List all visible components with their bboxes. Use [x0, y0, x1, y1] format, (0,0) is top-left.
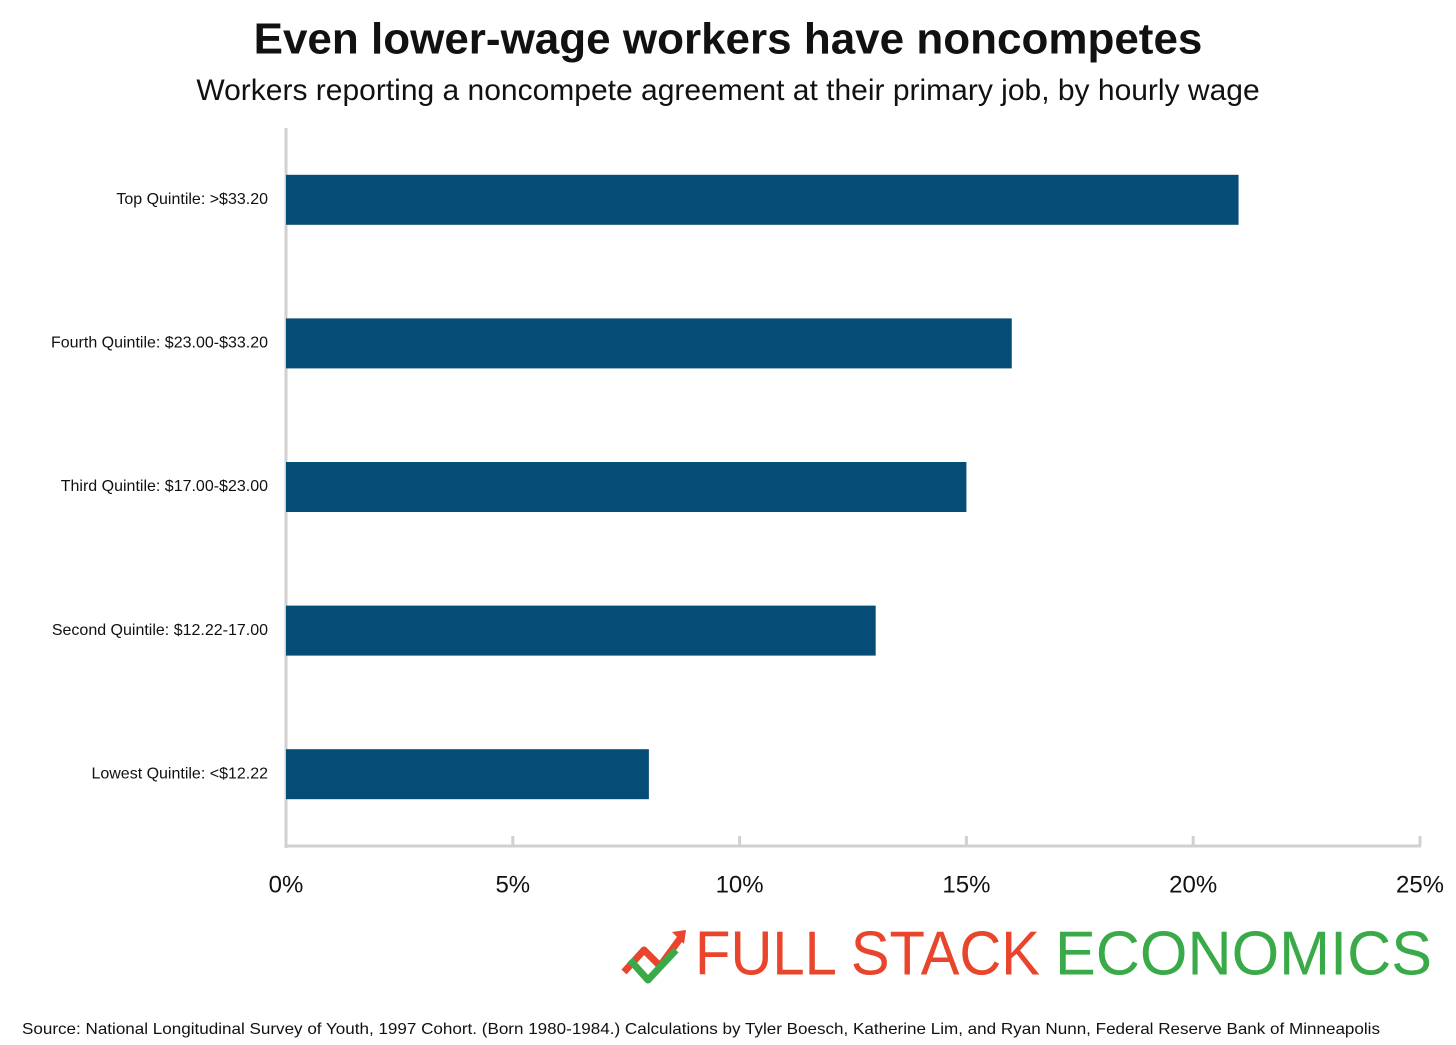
chart-title: Even lower-wage workers have noncompetes — [254, 15, 1203, 64]
x-tick-label: 20% — [1169, 871, 1217, 898]
x-tick-label: 5% — [495, 871, 530, 898]
bar — [286, 605, 876, 656]
logo-text: ECONOMICS — [1055, 919, 1432, 988]
y-tick-label: Third Quintile: $17.00-$23.00 — [61, 478, 268, 495]
source-note: Source: National Longitudinal Survey of … — [22, 1021, 1380, 1038]
y-tick-label: Fourth Quintile: $23.00-$33.20 — [51, 335, 268, 352]
logo-icon — [621, 930, 686, 984]
x-tick-label: 25% — [1396, 871, 1444, 898]
x-tick-label: 10% — [716, 871, 764, 898]
bar — [286, 749, 649, 800]
chart-subtitle: Workers reporting a noncompete agreement… — [196, 74, 1259, 107]
bar — [286, 318, 1012, 369]
y-tick-label: Top Quintile: >$33.20 — [116, 191, 268, 208]
bar — [286, 462, 967, 512]
y-tick-label: Lowest Quintile: <$12.22 — [91, 765, 268, 782]
x-tick-label: 15% — [942, 871, 990, 898]
x-tick-label: 0% — [269, 871, 304, 898]
logo-text: FULL STACK — [695, 919, 1040, 988]
bar — [286, 174, 1239, 225]
y-tick-label: Second Quintile: $12.22-17.00 — [52, 622, 268, 639]
